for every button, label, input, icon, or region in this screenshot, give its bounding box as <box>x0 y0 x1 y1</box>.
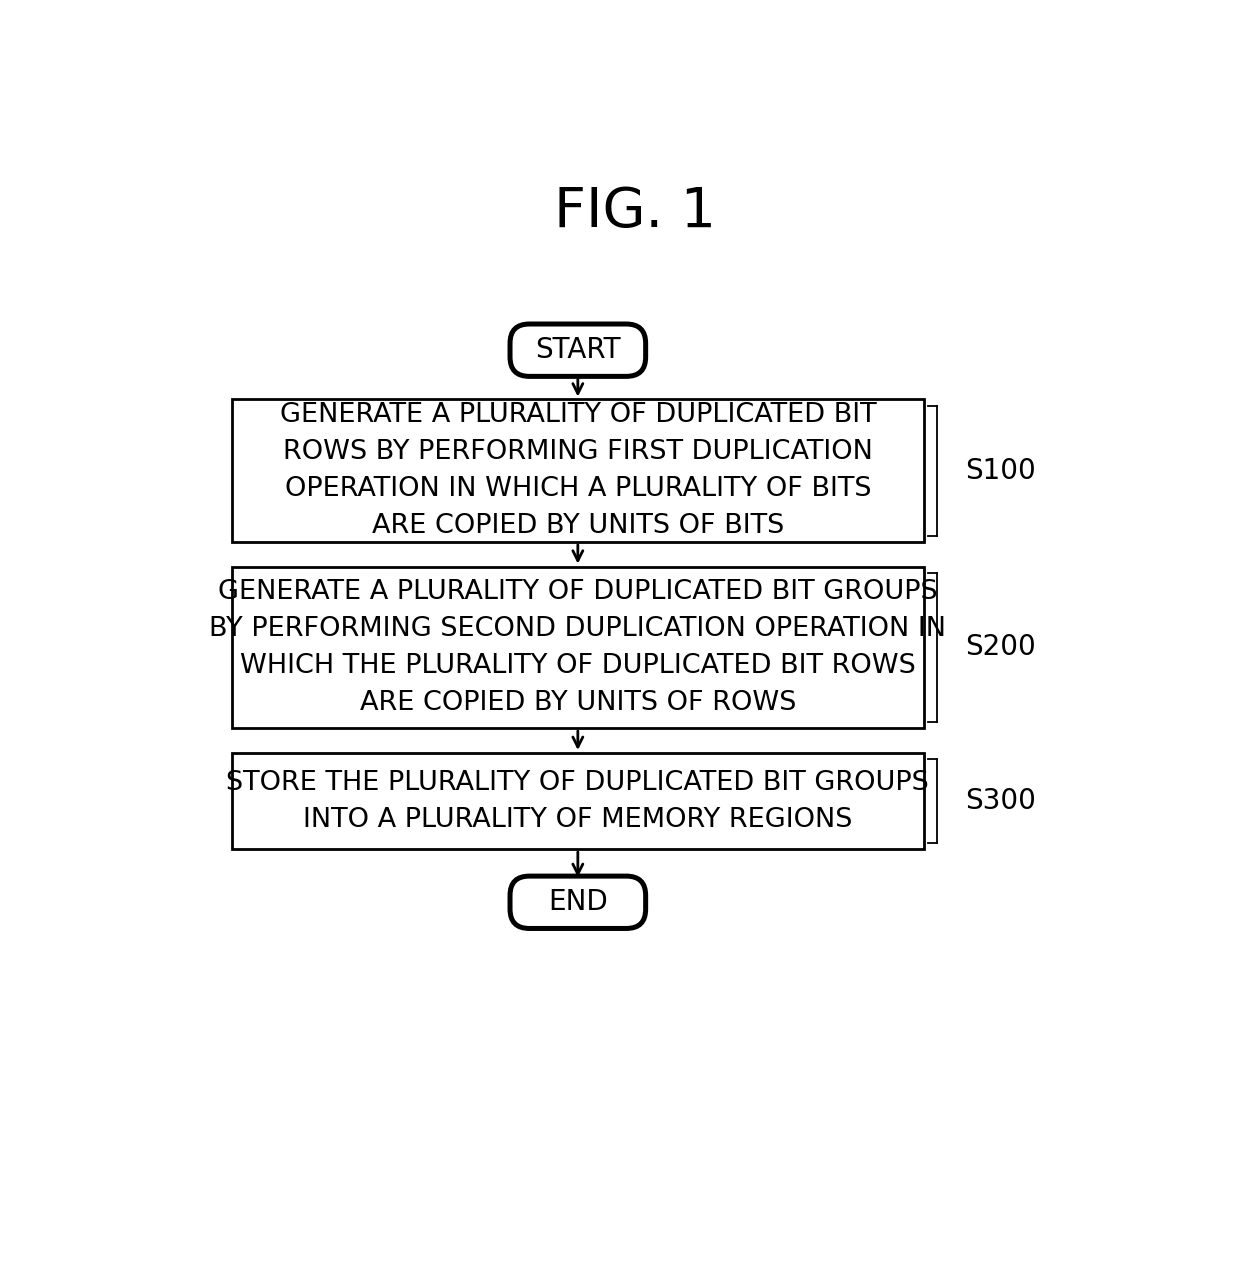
Text: S300: S300 <box>965 787 1035 815</box>
Text: S200: S200 <box>965 633 1035 662</box>
Text: GENERATE A PLURALITY OF DUPLICATED BIT
ROWS BY PERFORMING FIRST DUPLICATION
OPER: GENERATE A PLURALITY OF DUPLICATED BIT R… <box>279 403 877 540</box>
Text: S100: S100 <box>965 456 1035 485</box>
FancyBboxPatch shape <box>232 567 924 728</box>
Text: FIG. 1: FIG. 1 <box>554 185 717 238</box>
Text: STORE THE PLURALITY OF DUPLICATED BIT GROUPS
INTO A PLURALITY OF MEMORY REGIONS: STORE THE PLURALITY OF DUPLICATED BIT GR… <box>227 769 929 832</box>
Text: END: END <box>548 888 608 917</box>
FancyBboxPatch shape <box>232 753 924 849</box>
FancyBboxPatch shape <box>232 400 924 542</box>
Text: GENERATE A PLURALITY OF DUPLICATED BIT GROUPS
BY PERFORMING SECOND DUPLICATION O: GENERATE A PLURALITY OF DUPLICATED BIT G… <box>210 579 946 715</box>
Text: START: START <box>536 336 620 364</box>
FancyBboxPatch shape <box>510 876 646 928</box>
FancyBboxPatch shape <box>510 324 646 377</box>
